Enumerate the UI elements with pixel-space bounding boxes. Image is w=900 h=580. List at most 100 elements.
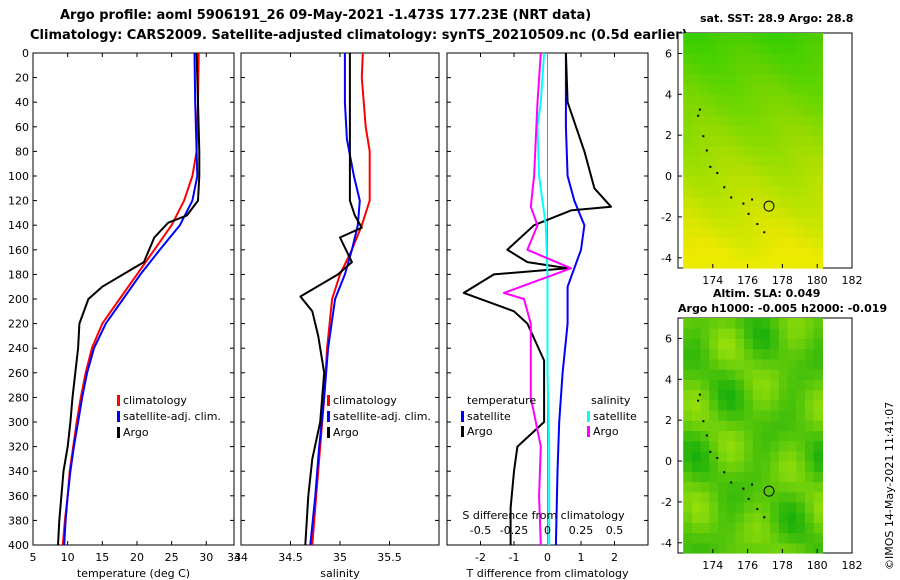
sst_map-cell <box>787 227 797 238</box>
sla_map-cell <box>805 461 815 472</box>
temperature-legend-swatch <box>117 395 120 406</box>
sla_map-cell <box>735 532 745 544</box>
sst_map-cell <box>813 125 823 136</box>
sla_map-cell <box>805 389 815 401</box>
sst_map-cell <box>770 216 780 228</box>
sst_map-cell <box>700 216 710 228</box>
sla_map-cell <box>778 512 789 523</box>
sla_map-cell <box>700 532 710 544</box>
sst_map-cell <box>683 196 693 208</box>
sst_map-cell <box>718 33 728 44</box>
sst_map-cell <box>718 196 728 208</box>
sla_map-cell <box>813 461 823 472</box>
sst_map-cell <box>735 104 745 116</box>
difference-xtick-label: 1 <box>578 551 585 564</box>
sla_map-cell <box>787 379 797 391</box>
sst_map-cell <box>805 94 815 106</box>
sst_map-island <box>709 165 712 168</box>
depth-tick-label: 80 <box>15 145 29 158</box>
sst_map-cell <box>744 257 754 269</box>
sla_map-ytick-label: -2 <box>661 496 672 509</box>
sst_map-cell <box>744 176 754 187</box>
sst_map-cell <box>752 227 763 238</box>
sla_map-cell <box>805 369 815 380</box>
sla_map-cell <box>787 389 797 401</box>
sla_map-cell <box>744 379 754 391</box>
sst_map-cell <box>709 84 719 95</box>
sst_map-cell <box>691 257 702 269</box>
sla_map-cell <box>691 542 702 554</box>
sst_map-cell <box>770 73 780 85</box>
sla_map-cell <box>718 348 728 360</box>
sst_map-cell <box>761 227 771 238</box>
sst_map-cell <box>691 247 702 259</box>
sst_map-cell <box>718 216 728 228</box>
sst_map-cell <box>718 125 728 136</box>
sst_map-cell <box>735 43 745 54</box>
sst_map-cell <box>735 125 745 136</box>
temp-legend-swatch <box>461 426 464 437</box>
sla_map-cell <box>778 420 789 431</box>
sla_map-cell <box>744 532 754 544</box>
sla_map-cell <box>700 420 710 431</box>
sla_map-cell <box>683 471 693 483</box>
sst_map-cell <box>735 155 745 167</box>
sst_map-cell <box>805 104 815 116</box>
sla_map-cell <box>735 379 745 391</box>
sst_map-cell <box>718 206 728 218</box>
sla_map-cell <box>726 338 736 350</box>
sst_map-cell <box>813 206 823 218</box>
sla_map-cell <box>726 440 736 452</box>
sst_map-cell <box>761 33 771 44</box>
sst_map-cell <box>709 176 719 187</box>
sla_map-cell <box>726 522 736 534</box>
sla_map-cell <box>813 542 823 554</box>
sst_map-cell <box>700 196 710 208</box>
sst_map-cell <box>735 216 745 228</box>
sla_map-cell <box>744 318 754 329</box>
sst_map-cell <box>691 237 702 249</box>
secondary-axis-tick-label: 0.5 <box>606 524 624 537</box>
sst_map-cell <box>744 186 754 198</box>
sst_map-xtick-label: 174 <box>702 274 723 287</box>
sla_map-cell <box>805 440 815 452</box>
sla_map-cell <box>796 501 806 513</box>
sst_map-cell <box>796 63 806 75</box>
sla_map-cell <box>761 379 771 391</box>
sst_map-cell <box>813 247 823 259</box>
sst_map-cell <box>813 94 823 106</box>
temperature-xtick-label: 10 <box>61 551 75 564</box>
sla_map-cell <box>718 399 728 411</box>
sst_map-island <box>747 212 750 215</box>
sst_map-cell <box>683 53 693 65</box>
sst_map-cell <box>700 145 710 157</box>
sla_map-cell <box>805 522 815 534</box>
sst_map-cell <box>752 53 763 65</box>
sla_map-cell <box>752 348 763 360</box>
sla_map-cell <box>796 471 806 483</box>
sst_map-cell <box>813 257 823 269</box>
sst-map: 174 176 178 180 182 -4 -2 0 2 4 6 <box>661 32 863 287</box>
sla_map-cell <box>752 481 763 493</box>
sst_map-cell <box>726 73 736 85</box>
sla_map-cell <box>700 450 710 462</box>
depth-tick-label: 180 <box>8 268 29 281</box>
sla_map-cell <box>700 471 710 483</box>
sla_map-cell <box>778 532 789 544</box>
sst_map-cell <box>752 257 763 269</box>
sst_map-cell <box>805 155 815 167</box>
sla_map-cell <box>700 512 710 523</box>
sst_map-cell <box>691 135 702 146</box>
sst_map-cell <box>709 104 719 116</box>
sst_map-cell <box>778 247 789 259</box>
sst_map-cell <box>770 104 780 116</box>
sla_map-cell <box>752 420 763 431</box>
sst_map-cell <box>761 165 771 177</box>
sla_map-cell <box>691 491 702 503</box>
sst_map-cell <box>796 216 806 228</box>
sst_map-cell <box>726 216 736 228</box>
sla_map-cell <box>778 522 789 534</box>
sst_map-cell <box>796 73 806 85</box>
sla_map-cell <box>761 399 771 411</box>
sst_map-cell <box>700 176 710 187</box>
